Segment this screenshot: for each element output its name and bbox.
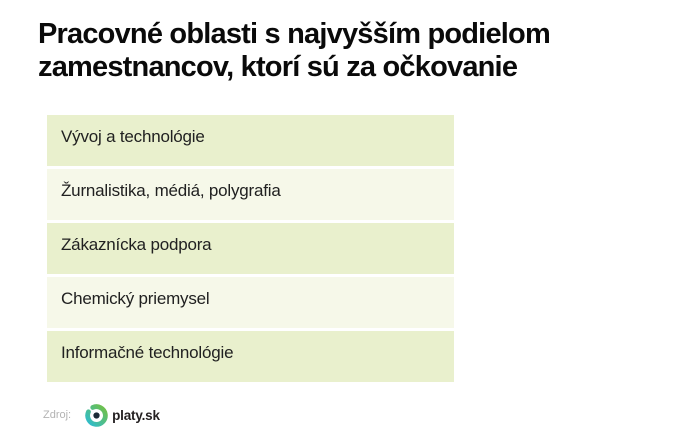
list-item-zurnalistika-media-polygrafia: Žurnalistika, médiá, polygrafia — [47, 169, 454, 220]
list-item-label: Zákaznícka podpora — [61, 235, 212, 254]
chart-title-line-2: zamestnancov, ktorí sú za očkovanie — [38, 51, 518, 83]
source-attribution: Zdroj: platy.sk — [43, 401, 160, 429]
chart-title-line-1: Pracovné oblasti s najvyšším podielom — [38, 18, 551, 50]
list-item-chemicky-priemysel: Chemický priemysel — [47, 277, 454, 328]
list-item-label: Chemický priemysel — [61, 289, 210, 308]
list-item-label: Informačné technológie — [61, 343, 234, 362]
brand-name: platy.sk — [112, 407, 160, 423]
list-item-vyvoj-a-technologie: Vývoj a technológie — [47, 115, 454, 166]
list-item-label: Žurnalistika, médiá, polygrafia — [61, 181, 281, 200]
chart-title: Pracovné oblasti s najvyšším podielom za… — [38, 18, 551, 84]
logo-center-dot — [93, 411, 100, 419]
category-list: Vývoj a technológie Žurnalistika, médiá,… — [47, 115, 454, 385]
list-item-zakaznicka-podpora: Zákaznícka podpora — [47, 223, 454, 274]
list-item-label: Vývoj a technológie — [61, 127, 205, 146]
list-item-informacne-technologie: Informačné technológie — [47, 331, 454, 382]
logo-ring — [85, 403, 108, 427]
source-label: Zdroj: — [43, 409, 72, 421]
platy-sk-ring-logo-icon — [85, 403, 108, 427]
